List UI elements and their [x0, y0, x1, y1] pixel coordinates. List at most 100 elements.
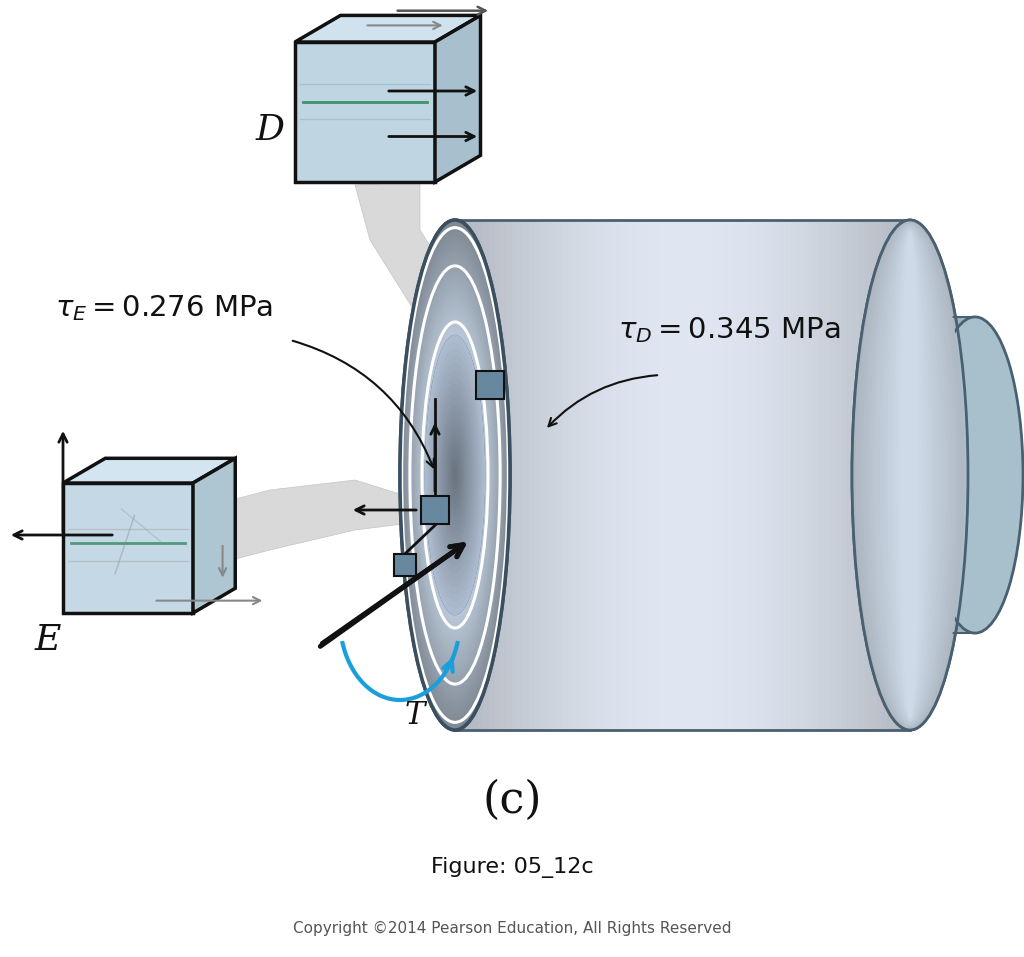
Bar: [830, 220, 837, 730]
Bar: [592, 220, 598, 730]
Text: $\tau_D = 0.345\ \mathrm{MPa}$: $\tau_D = 0.345\ \mathrm{MPa}$: [618, 315, 841, 345]
Text: D: D: [256, 113, 285, 147]
Bar: [637, 220, 644, 730]
Polygon shape: [476, 371, 504, 399]
Ellipse shape: [441, 412, 469, 538]
Polygon shape: [193, 458, 236, 613]
Ellipse shape: [435, 384, 475, 567]
Bar: [478, 220, 484, 730]
Ellipse shape: [852, 220, 968, 730]
Ellipse shape: [409, 262, 501, 688]
Ellipse shape: [426, 342, 483, 609]
Bar: [517, 220, 524, 730]
Ellipse shape: [877, 226, 944, 724]
Polygon shape: [63, 458, 236, 483]
Ellipse shape: [412, 274, 499, 677]
Bar: [563, 220, 569, 730]
Ellipse shape: [420, 312, 490, 638]
Bar: [887, 220, 894, 730]
Bar: [666, 220, 672, 730]
Bar: [728, 220, 734, 730]
Ellipse shape: [408, 255, 503, 696]
Bar: [706, 220, 712, 730]
Ellipse shape: [443, 419, 467, 531]
Polygon shape: [394, 554, 416, 576]
Ellipse shape: [419, 308, 492, 642]
Ellipse shape: [414, 285, 496, 665]
Polygon shape: [295, 42, 435, 182]
Ellipse shape: [437, 390, 473, 559]
Bar: [808, 220, 814, 730]
Bar: [506, 220, 513, 730]
Bar: [552, 220, 558, 730]
Bar: [773, 220, 780, 730]
Bar: [557, 220, 564, 730]
Bar: [614, 220, 621, 730]
Bar: [824, 220, 831, 730]
Bar: [461, 220, 467, 730]
Bar: [677, 220, 683, 730]
Bar: [597, 220, 604, 730]
Polygon shape: [355, 182, 495, 395]
Ellipse shape: [411, 270, 500, 680]
Bar: [722, 220, 729, 730]
Ellipse shape: [887, 229, 933, 722]
Bar: [870, 220, 877, 730]
Bar: [842, 220, 849, 730]
Ellipse shape: [872, 225, 947, 724]
Polygon shape: [910, 317, 975, 634]
Ellipse shape: [452, 461, 458, 489]
Polygon shape: [421, 496, 449, 524]
Ellipse shape: [428, 348, 482, 601]
Ellipse shape: [449, 447, 461, 503]
Bar: [779, 220, 785, 730]
Bar: [541, 220, 547, 730]
Bar: [791, 220, 798, 730]
Bar: [512, 220, 518, 730]
Bar: [659, 220, 667, 730]
Bar: [882, 220, 888, 730]
Bar: [643, 220, 649, 730]
Bar: [501, 220, 507, 730]
Bar: [893, 220, 900, 730]
Bar: [751, 220, 758, 730]
Bar: [535, 220, 542, 730]
Bar: [608, 220, 615, 730]
Bar: [853, 220, 860, 730]
Ellipse shape: [866, 223, 954, 726]
Bar: [899, 220, 905, 730]
Bar: [848, 220, 854, 730]
Ellipse shape: [422, 323, 487, 627]
Ellipse shape: [869, 224, 950, 725]
Ellipse shape: [421, 316, 489, 634]
Bar: [483, 220, 490, 730]
Text: Copyright ©2014 Pearson Education, All Rights Reserved: Copyright ©2014 Pearson Education, All R…: [293, 921, 731, 936]
Ellipse shape: [894, 231, 927, 720]
Ellipse shape: [418, 304, 492, 646]
Text: E: E: [35, 623, 61, 657]
Bar: [733, 220, 740, 730]
Text: (c): (c): [482, 778, 542, 822]
Bar: [654, 220, 660, 730]
Polygon shape: [295, 15, 480, 42]
Bar: [671, 220, 678, 730]
Bar: [813, 220, 820, 730]
Ellipse shape: [423, 327, 486, 623]
Bar: [683, 220, 689, 730]
Bar: [745, 220, 752, 730]
Ellipse shape: [862, 223, 957, 727]
Ellipse shape: [404, 243, 505, 707]
Ellipse shape: [451, 454, 460, 496]
Bar: [495, 220, 502, 730]
Bar: [762, 220, 769, 730]
Bar: [586, 220, 593, 730]
Ellipse shape: [444, 426, 466, 524]
Bar: [529, 220, 536, 730]
Ellipse shape: [445, 433, 464, 517]
Bar: [455, 220, 462, 730]
Bar: [768, 220, 774, 730]
Bar: [699, 220, 707, 730]
Bar: [694, 220, 700, 730]
Bar: [864, 220, 871, 730]
Ellipse shape: [422, 320, 488, 631]
